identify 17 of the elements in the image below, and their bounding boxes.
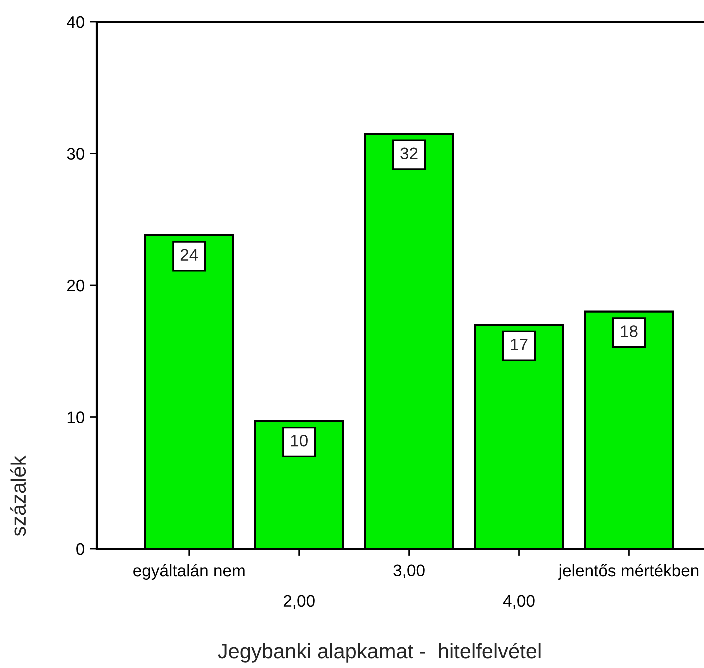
data-label: 10 <box>291 434 308 447</box>
x-axis-title: Jegybanki alapkamat - hitelfelvétel <box>218 643 541 663</box>
y-tick-label: 10 <box>68 412 85 424</box>
y-tick-label: 40 <box>67 16 85 28</box>
x-tick-label: 4,00 <box>503 595 535 610</box>
x-tick-label: jelentős mértékben <box>558 564 699 580</box>
y-tick-label: 0 <box>76 543 85 556</box>
data-label: 18 <box>621 326 638 338</box>
data-label: 24 <box>180 249 198 261</box>
data-label: 32 <box>400 148 418 160</box>
x-tick-label: 2,00 <box>284 595 315 610</box>
data-label: 17 <box>511 338 528 350</box>
x-tick-label: 3,00 <box>394 564 425 578</box>
y-tick-label: 30 <box>67 148 85 160</box>
y-axis-title: százalék <box>10 456 26 536</box>
x-tick-label: egyáltalán nem <box>134 564 245 580</box>
y-tick-label: 20 <box>67 280 85 292</box>
